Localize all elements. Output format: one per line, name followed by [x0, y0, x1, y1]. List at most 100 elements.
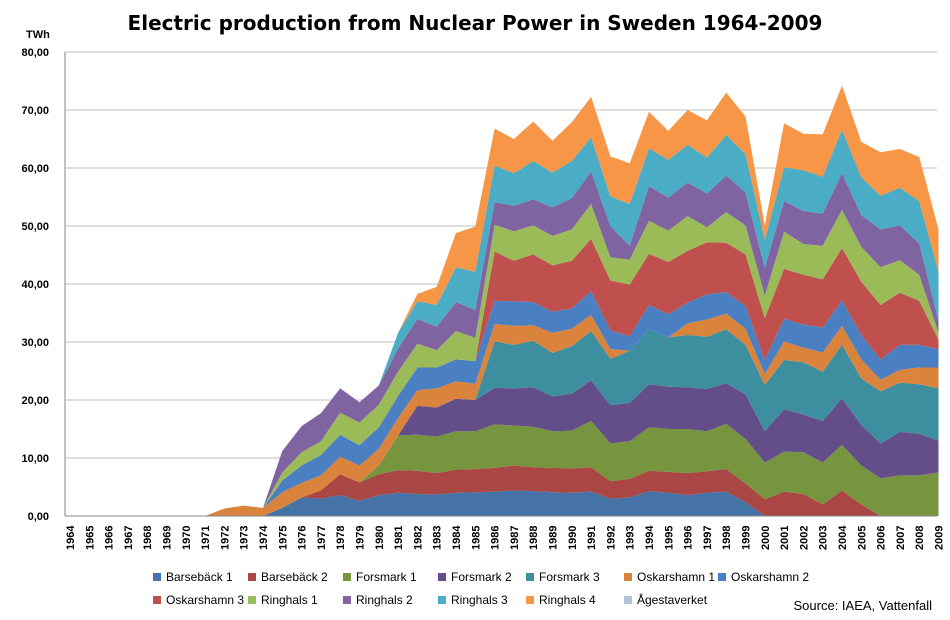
legend-label: Oskarshamn 2 — [731, 570, 809, 584]
x-tick-label: 1972 — [219, 526, 231, 550]
legend-swatch — [526, 573, 534, 581]
area-series-7 — [70, 238, 939, 517]
legend-label: Barsebäck 1 — [166, 570, 233, 584]
y-tick-label: 10,00 — [21, 453, 49, 465]
x-tick-label: 1978 — [335, 526, 347, 550]
legend-swatch — [153, 573, 161, 581]
legend-swatch — [438, 573, 446, 581]
legend-swatch — [248, 573, 256, 581]
x-tick-label: 1977 — [316, 526, 328, 550]
x-tick-labels: 1964 1965 1966 1967 1968 1969 1970 1971 1972 1973… — [65, 525, 946, 550]
x-tick-label: 2001 — [779, 526, 791, 550]
x-tick-label: 1982 — [412, 526, 424, 550]
y-tick-label: 40,00 — [21, 279, 49, 291]
x-tick-label: 1999 — [741, 526, 753, 550]
legend-label: Ringhals 4 — [539, 593, 596, 607]
area-series-1 — [70, 465, 939, 516]
legend-swatch — [526, 596, 534, 604]
legend-swatch — [343, 596, 351, 604]
legend-label: Ringhals 3 — [451, 593, 508, 607]
x-tick-label: 1984 — [451, 525, 463, 550]
x-tick-label: 1988 — [528, 526, 540, 550]
x-tick-label: 1992 — [605, 526, 617, 550]
area-series-8 — [70, 204, 939, 516]
x-tick-label: 1979 — [355, 526, 367, 550]
x-tick-label: 1969 — [162, 526, 174, 550]
x-tick-label: 1965 — [84, 526, 96, 550]
axes — [64, 52, 937, 517]
area-series-11 — [70, 85, 939, 516]
area-series-10 — [70, 129, 939, 516]
area-series-2 — [70, 420, 939, 516]
y-tick-label: 30,00 — [21, 337, 49, 349]
legend-swatch — [718, 573, 726, 581]
x-tick-label: 1973 — [239, 526, 251, 550]
x-tick-label: 1964 — [65, 525, 77, 550]
legend-swatch — [153, 596, 161, 604]
area-series-4 — [70, 329, 939, 516]
x-tick-label: 1987 — [509, 526, 521, 550]
legend-swatch — [624, 596, 632, 604]
x-tick-label: 1991 — [586, 526, 598, 550]
legend-label: Oskarshamn 1 — [637, 570, 715, 584]
legend-label: Ringhals 2 — [356, 593, 413, 607]
area-series-3 — [70, 380, 939, 516]
x-tick-label: 2007 — [895, 526, 907, 550]
y-tick-label: 20,00 — [21, 395, 49, 407]
x-tick-label: 1968 — [142, 526, 154, 550]
y-axis-label: TWh — [26, 29, 50, 41]
x-tick-label: 1993 — [625, 526, 637, 550]
x-tick-label: 1985 — [470, 526, 482, 550]
x-tick-label: 2003 — [818, 526, 830, 550]
x-tick-label: 1981 — [393, 526, 405, 550]
x-tick-label: 1989 — [548, 526, 560, 550]
y-tick-label: 70,00 — [21, 105, 49, 117]
x-tick-label: 2009 — [934, 526, 946, 550]
stacked-areas — [70, 85, 939, 517]
y-tick-label: 50,00 — [21, 221, 49, 233]
source-note: Source: IAEA, Vattenfall — [794, 598, 933, 613]
x-tick-label: 1970 — [181, 526, 193, 550]
legend-swatch — [438, 596, 446, 604]
legend: Barsebäck 1 Barsebäck 2 Forsmark 1 Forsmark… — [153, 570, 809, 607]
legend-label: Ringhals 1 — [261, 593, 318, 607]
x-tick-label: 1997 — [702, 526, 714, 550]
x-tick-label: 2004 — [837, 525, 849, 550]
legend-swatch — [248, 596, 256, 604]
y-tick-label: 0,00 — [28, 511, 49, 523]
area-series-9 — [70, 171, 939, 516]
y-tick-labels: 0,00 10,00 20,00 30,00 40,00 50,00 60,00 70,00 8… — [21, 47, 49, 523]
x-tick-label: 1986 — [490, 526, 502, 550]
x-tick-label: 2008 — [914, 526, 926, 550]
legend-label: Barsebäck 2 — [261, 570, 328, 584]
x-tick-label: 2002 — [798, 526, 810, 550]
chart-title: Electric production from Nuclear Power i… — [128, 11, 823, 35]
x-tick-label: 1994 — [644, 525, 656, 550]
legend-label: Forsmark 1 — [356, 570, 417, 584]
y-tick-label: 80,00 — [21, 47, 49, 59]
x-tick-label: 2000 — [760, 526, 772, 550]
x-tick-label: 1967 — [123, 526, 135, 550]
x-tick-label: 1998 — [721, 526, 733, 550]
x-tick-label: 1990 — [567, 526, 579, 550]
x-tick-label: 1974 — [258, 525, 270, 550]
x-tick-label: 1966 — [104, 526, 116, 550]
area-series-0 — [70, 490, 939, 516]
x-tick-label: 1980 — [374, 526, 386, 550]
x-tick-label: 1976 — [297, 526, 309, 550]
legend-label: Forsmark 3 — [539, 570, 600, 584]
legend-swatch — [624, 573, 632, 581]
legend-label: Ågestaverket — [637, 592, 708, 607]
y-tick-label: 60,00 — [21, 163, 49, 175]
x-tick-label: 1971 — [200, 526, 212, 550]
x-tick-label: 1983 — [432, 526, 444, 550]
x-tick-label: 1996 — [683, 526, 695, 550]
x-tick-label: 1975 — [277, 526, 289, 550]
x-tick-label: 2005 — [856, 526, 868, 550]
x-tick-label: 2006 — [876, 526, 888, 550]
legend-swatch — [343, 573, 351, 581]
legend-label: Oskarshamn 3 — [166, 593, 244, 607]
x-tick-label: 1995 — [663, 526, 675, 550]
legend-label: Forsmark 2 — [451, 570, 512, 584]
